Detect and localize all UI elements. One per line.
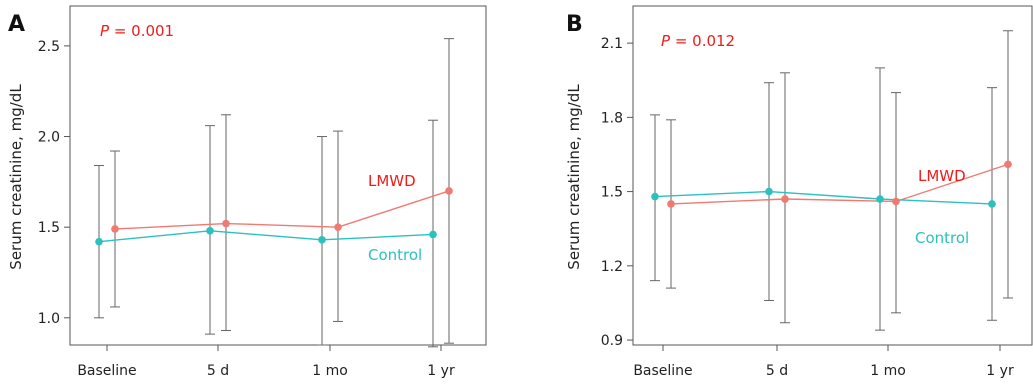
y-tick-label: 1.5: [601, 185, 623, 201]
p-value: = 0.012: [670, 32, 735, 50]
y-axis: 0.9 1.2 1.5 1.8 2.1: [601, 36, 633, 349]
x-tick-label: 1 yr: [427, 363, 455, 379]
x-tick-label: 1 yr: [986, 363, 1014, 379]
y-tick-label: 1.2: [601, 259, 623, 275]
series-label-control: Control: [915, 229, 969, 247]
series-label-control: Control: [368, 246, 422, 264]
series-line-control: [654, 190, 993, 205]
plot-frame: [69, 5, 487, 346]
p-value-text: P = 0.012: [661, 32, 735, 50]
data-point-control: [876, 195, 884, 203]
data-point-control: [95, 237, 103, 246]
x-axis: Baseline 5 d 1 mo 1 yr: [77, 345, 455, 379]
series-line-lmwd: [670, 163, 1009, 205]
p-value-text: P = 0.001: [100, 22, 174, 40]
series-label-lmwd: LMWD: [918, 167, 966, 185]
y-tick-label: 2.0: [38, 130, 60, 146]
series-lines: [654, 163, 1009, 205]
data-point-control: [318, 236, 326, 244]
series-points: [651, 160, 1012, 208]
data-point-control: [651, 192, 659, 201]
data-point-lmwd: [445, 187, 453, 195]
series-line-lmwd: [114, 190, 450, 230]
data-point-lmwd: [892, 197, 900, 206]
data-point-control: [206, 226, 214, 235]
y-tick-label: 1.8: [601, 110, 623, 126]
x-tick-label: Baseline: [633, 363, 692, 379]
x-tick-label: 5 d: [766, 363, 788, 379]
p-value: = 0.001: [109, 22, 174, 40]
data-point-control: [765, 187, 773, 196]
y-tick-label: 2.1: [601, 36, 623, 52]
error-bars: [650, 30, 1013, 331]
data-point-lmwd: [1004, 160, 1012, 169]
plot-frame: [632, 5, 1033, 346]
data-point-lmwd: [222, 219, 230, 228]
series-lines: [98, 190, 450, 243]
data-point-lmwd: [667, 200, 675, 208]
y-tick-label: 1.5: [38, 220, 60, 236]
data-point-lmwd: [334, 223, 342, 231]
x-tick-label: 1 mo: [870, 363, 906, 379]
y-axis: 1.0 1.5 2.0 2.5: [38, 39, 70, 327]
x-tick-label: 5 d: [207, 363, 229, 379]
panel-b: B P = 0.012 Serum creatinine, mg/dL 0.9 1…: [565, 5, 1033, 379]
x-tick-label: 1 mo: [312, 363, 348, 379]
x-tick-label: Baseline: [77, 363, 136, 379]
panel-letter: A: [8, 12, 25, 37]
p-label: P: [661, 32, 671, 50]
series-label-lmwd: LMWD: [368, 172, 416, 190]
panel-letter: B: [566, 12, 583, 37]
panel-a: A P = 0.001 Serum creatinine, mg/dL 1.01…: [7, 5, 487, 379]
error-bars: [94, 38, 454, 348]
data-point-control: [988, 200, 996, 208]
series-points: [95, 187, 453, 246]
y-tick-label: 0.9: [601, 333, 623, 349]
y-axis-title: Serum creatinine, mg/dL: [7, 84, 25, 270]
series-line-control: [98, 230, 434, 243]
y-tick-label: 2.5: [38, 39, 60, 55]
x-axis: Baseline 5 d 1 mo 1 yr: [633, 345, 1014, 379]
data-point-control: [429, 230, 437, 239]
p-label: P: [100, 22, 110, 40]
y-tick-label: 1.0: [38, 311, 60, 327]
y-axis-title: Serum creatinine, mg/dL: [565, 84, 583, 270]
data-point-lmwd: [111, 225, 119, 233]
data-point-lmwd: [781, 195, 789, 203]
